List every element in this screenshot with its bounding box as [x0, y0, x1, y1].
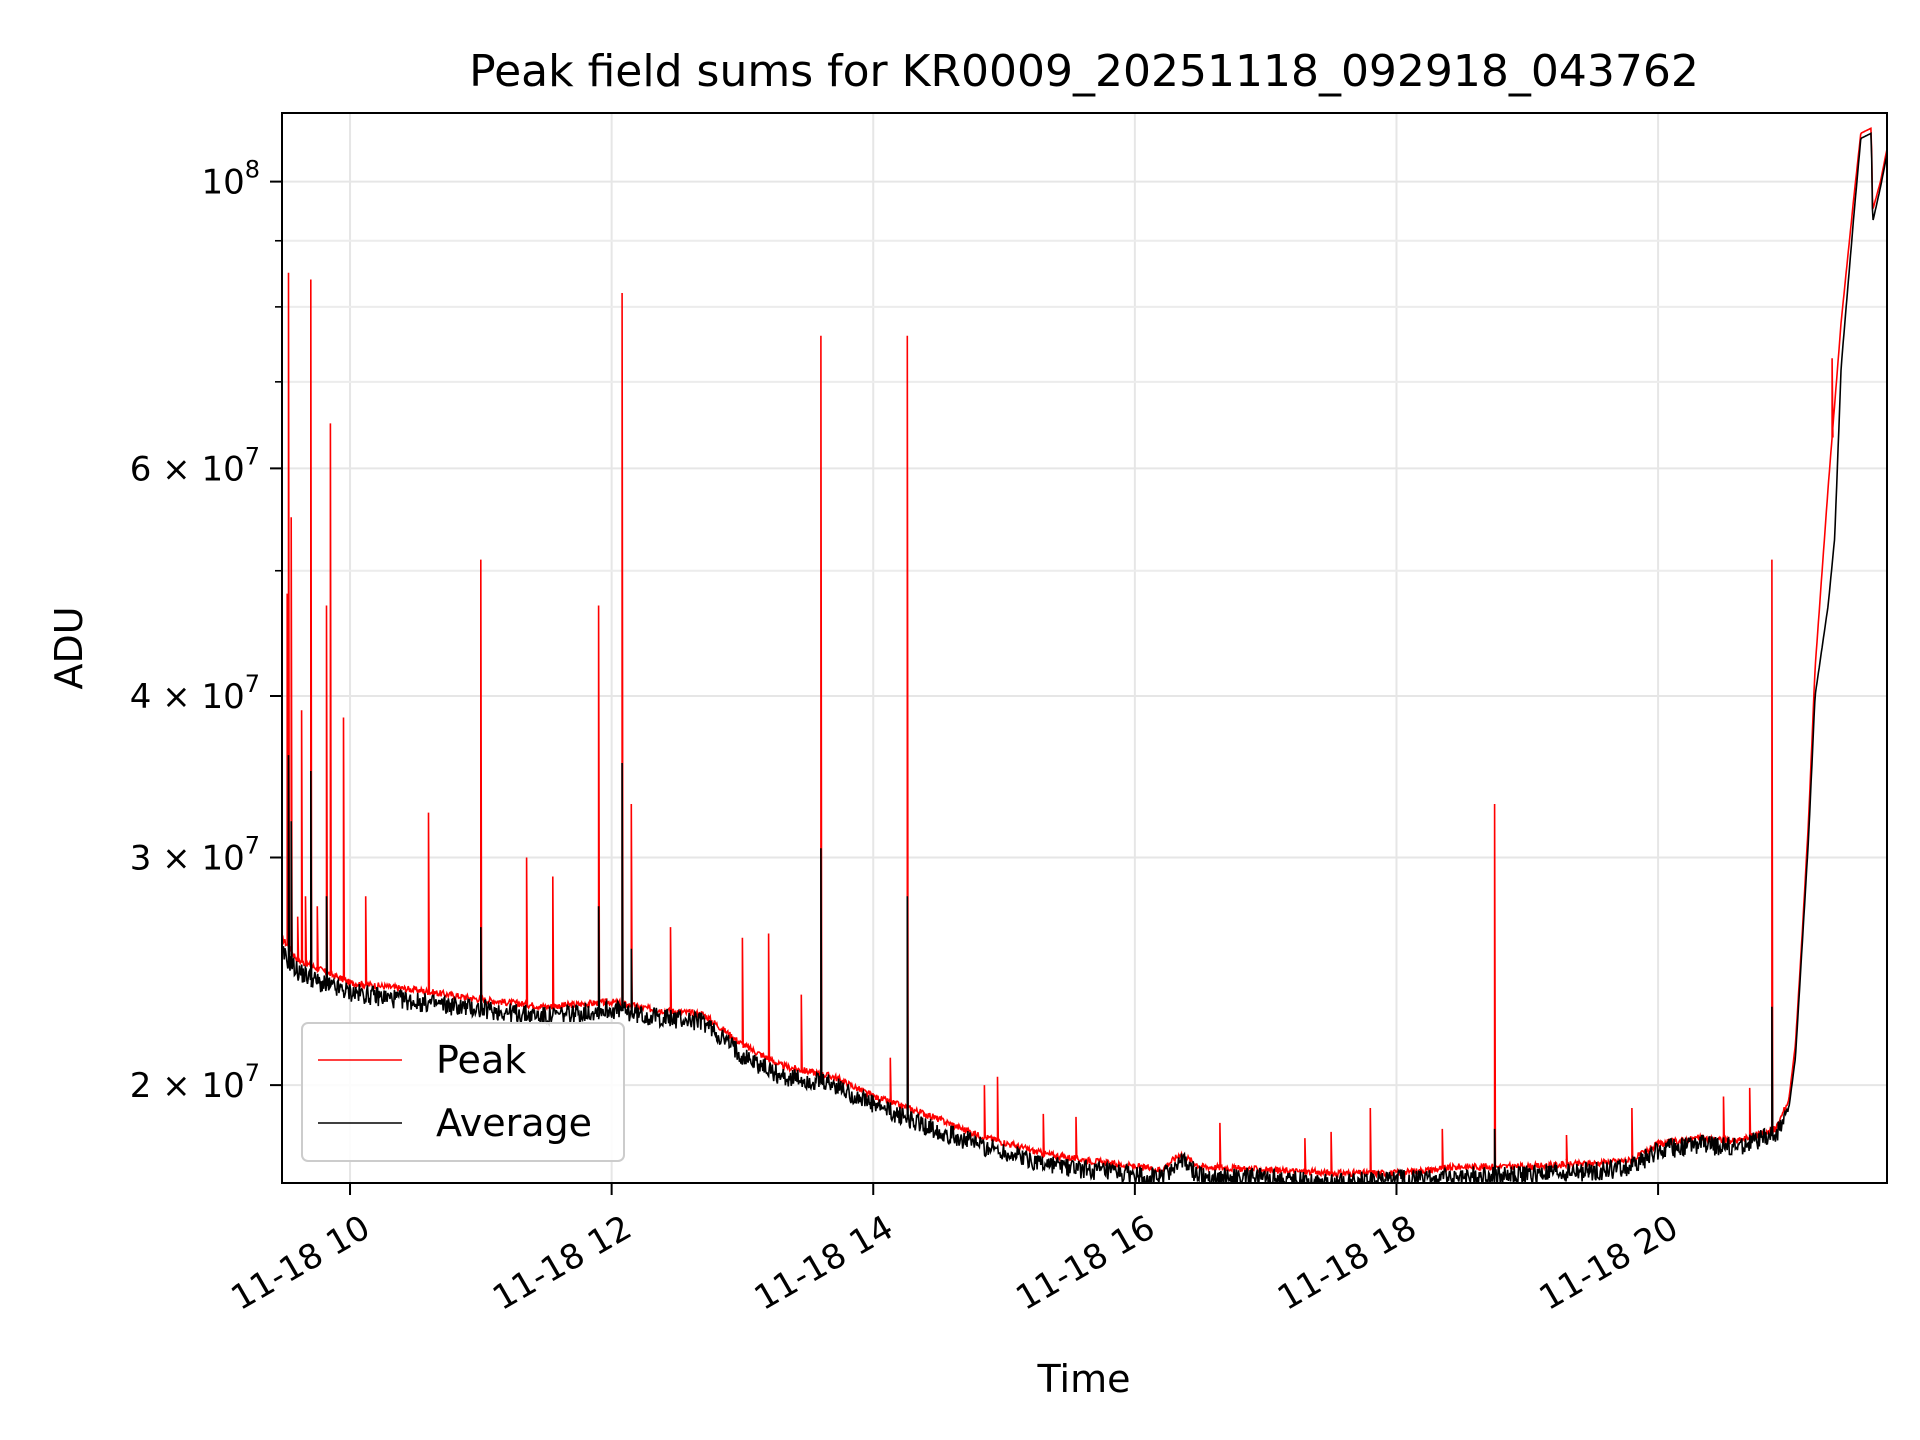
- series-line-average: [282, 132, 1887, 1183]
- legend-label-peak: Peak: [436, 1038, 526, 1082]
- legend-box: [301, 1022, 625, 1162]
- y-tick-label: 3 × 107: [130, 832, 260, 879]
- chart-title: Peak field sums for KR0009_20251118_0929…: [469, 46, 1699, 97]
- y-axis-label: ADU: [47, 606, 91, 689]
- y-axis: 2 × 107 3 × 107 4 × 107 6 × 107 108: [130, 156, 282, 1106]
- plot-area: [282, 127, 1887, 1183]
- x-axis-label: Time: [1037, 1357, 1131, 1401]
- legend: Peak Average: [301, 1022, 625, 1162]
- grid: [282, 113, 1887, 1183]
- y-tick-label: 2 × 107: [130, 1059, 260, 1106]
- plot-frame: [281, 112, 1888, 1184]
- y-tick-label: 4 × 107: [130, 670, 260, 717]
- legend-label-average: Average: [436, 1101, 592, 1145]
- y-tick-label: 108: [201, 156, 260, 203]
- y-tick-label: 6 × 107: [130, 442, 260, 489]
